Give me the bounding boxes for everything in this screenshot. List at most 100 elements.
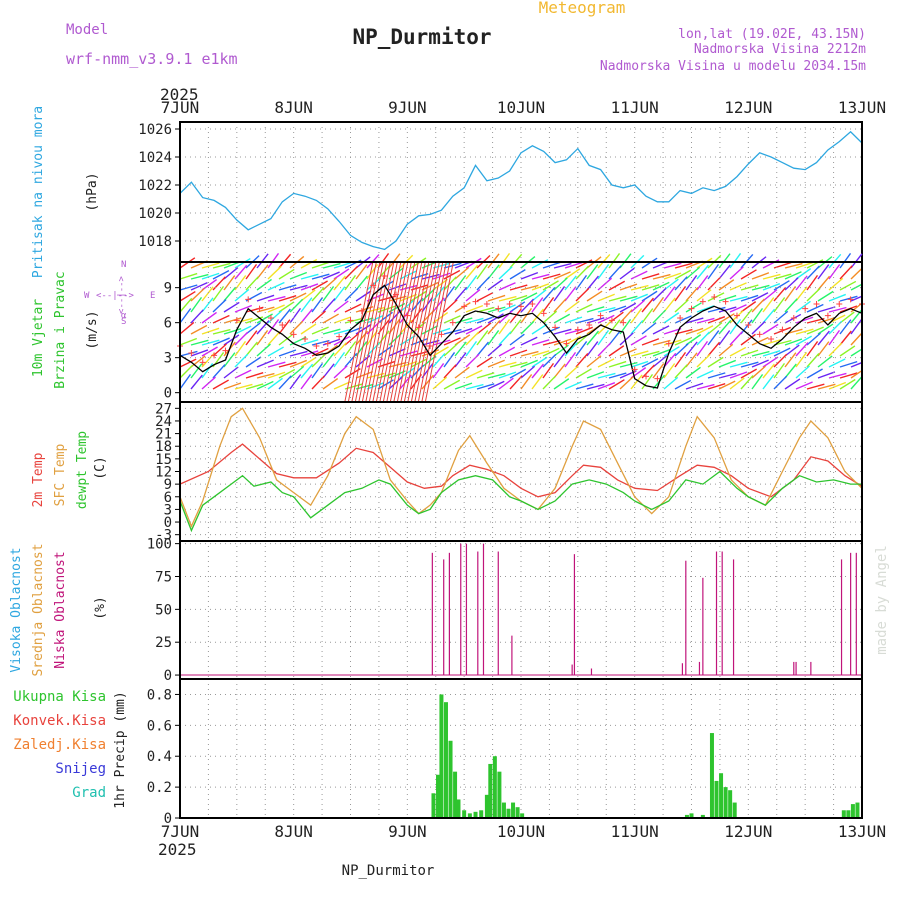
wind-arrow xyxy=(729,361,748,368)
wind-arrow xyxy=(619,253,632,269)
wind-arrow xyxy=(300,258,318,269)
wind-arrow xyxy=(476,356,493,368)
y-tick-label: 0.2 xyxy=(147,780,172,796)
wind-arrow xyxy=(465,264,479,280)
wind-arrow xyxy=(553,363,566,379)
wind-arrow xyxy=(542,362,555,379)
wind-unit: (m/s) xyxy=(85,310,100,349)
precip-legend-total: Ukupna Kisa xyxy=(13,689,106,705)
wind-arrow xyxy=(575,287,590,302)
wind-arrow xyxy=(685,366,701,379)
precip-bar xyxy=(453,771,458,818)
wind-arrow xyxy=(234,331,249,346)
wind-arrow xyxy=(674,276,688,291)
wind-arrow xyxy=(740,375,754,390)
wind-arrow xyxy=(828,293,847,302)
wind-arrow xyxy=(663,272,682,280)
wind-arrow xyxy=(773,286,787,302)
wind-arrow xyxy=(509,308,522,324)
wind-arrow xyxy=(267,371,286,379)
wind-arrow xyxy=(586,383,605,390)
wind-arrow xyxy=(806,274,819,291)
wind-arrow xyxy=(817,290,834,302)
wind-arrow xyxy=(718,313,735,324)
wind-arrow xyxy=(784,378,801,390)
wind-arrow xyxy=(652,287,667,302)
wind-arrow xyxy=(531,363,545,379)
precip-bar xyxy=(719,773,724,818)
wind-gust-marker xyxy=(472,298,479,305)
compass-w: W xyxy=(84,291,90,301)
wind-arrow xyxy=(201,339,220,346)
wind-arrow xyxy=(300,273,319,280)
wind-gust-marker xyxy=(449,319,456,326)
wind-arrow xyxy=(212,314,230,324)
wind-arrow xyxy=(278,333,294,346)
y-tick-label: 1026 xyxy=(138,122,172,138)
wind-arrow xyxy=(454,317,473,324)
wind-arrow xyxy=(696,325,714,335)
wind-gust-marker xyxy=(302,336,309,342)
x-tick-label-bottom: 7JUN xyxy=(161,822,200,841)
y-tick-label: 3 xyxy=(164,502,172,518)
wind-arrow xyxy=(850,376,863,390)
panel-precip: 0 0.2 0.4 0.6 0.8 xyxy=(147,678,863,827)
wind-arrow xyxy=(773,353,788,368)
wind-arrow xyxy=(454,341,467,357)
wind-arrow xyxy=(619,361,638,368)
lonlat-label: lon,lat (19.02E, 43.15N) xyxy=(678,27,866,42)
wind-hatch xyxy=(396,261,426,403)
wind-arrow xyxy=(575,265,590,280)
wind-arrow xyxy=(652,309,667,324)
wind-arrow xyxy=(212,262,231,269)
wind-arrow xyxy=(817,383,836,390)
wind-arrow xyxy=(784,313,802,324)
y-tick-label: 9 xyxy=(164,281,172,297)
wind-arrow xyxy=(322,262,341,269)
wind-arrow xyxy=(575,368,592,379)
wind-gust-marker xyxy=(756,331,763,338)
wind-arrow xyxy=(542,273,561,280)
wind-arrow xyxy=(322,328,341,335)
wind-arrow xyxy=(718,294,737,302)
wind-arrow xyxy=(333,286,346,302)
wind-arrow xyxy=(795,335,812,346)
wind-arrow xyxy=(223,382,242,390)
precip-bar xyxy=(846,810,851,818)
wind-arrow xyxy=(564,261,583,269)
wind-arrow xyxy=(718,319,732,335)
wind-arrow xyxy=(289,359,308,368)
wind-arrow xyxy=(806,332,821,346)
wind-arrow xyxy=(575,326,593,335)
y-tick-label: -3 xyxy=(155,528,172,544)
wind-arrow xyxy=(641,308,654,324)
wind-arrow xyxy=(806,326,824,335)
wind-arrow xyxy=(740,333,756,346)
panel-frame xyxy=(179,678,863,819)
y-tick-label: 0 xyxy=(164,386,172,402)
x-tick-label-bottom: 8JUN xyxy=(274,822,313,841)
wind-gust-marker xyxy=(586,322,593,328)
precip-bar xyxy=(484,794,489,818)
wind-arrow xyxy=(773,280,790,291)
wind-arrow xyxy=(267,304,285,313)
wind-arrow xyxy=(234,383,253,390)
wind-arrow xyxy=(652,325,670,335)
wind-arrow xyxy=(784,352,797,368)
wind-arrow xyxy=(795,300,811,313)
wind-arrow xyxy=(795,261,814,269)
y-tick-label: 50 xyxy=(155,602,172,618)
wind-arrow xyxy=(300,297,313,313)
wind-arrow xyxy=(718,330,731,346)
wind-gust-marker xyxy=(847,296,854,303)
y-tick-label: 3 xyxy=(164,351,172,367)
wind-arrow xyxy=(795,381,813,390)
wind-arrow xyxy=(553,298,567,313)
wind-arrow xyxy=(674,364,688,379)
wind-arrow xyxy=(740,301,757,313)
wind-arrow xyxy=(564,342,578,357)
cloud-ylabel-2: Srednja Oblacnost xyxy=(31,543,46,676)
wind-arrow xyxy=(355,383,374,390)
wind-arrow xyxy=(432,376,448,390)
